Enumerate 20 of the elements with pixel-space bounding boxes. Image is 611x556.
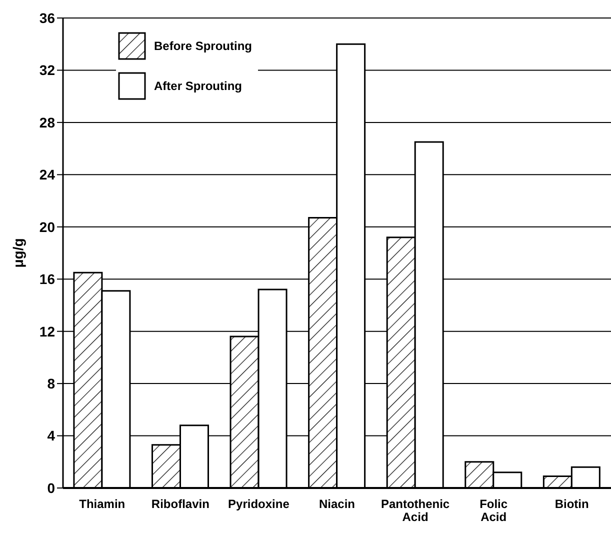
y-tick-label: 32 — [39, 62, 56, 78]
x-tick-label: Folic Acid — [480, 497, 508, 524]
y-tick-label: 36 — [39, 10, 56, 26]
y-tick-label: 28 — [39, 114, 56, 130]
x-tick-label: Pyridoxine — [228, 497, 290, 511]
x-tick-label: Niacin — [318, 497, 356, 511]
x-tick-label: Thiamin — [79, 497, 126, 511]
y-tick-label: 8 — [47, 376, 56, 392]
legend-label: After Sprouting — [154, 79, 242, 93]
y-axis-title: μg/g — [10, 238, 26, 268]
x-tick-label: Pantothenic Acid — [380, 497, 450, 524]
y-tick-label: 20 — [39, 218, 56, 235]
y-tick-label: 24 — [39, 166, 56, 183]
legend-label: Before Sprouting — [154, 39, 252, 53]
x-tick-label: Biotin — [554, 497, 589, 511]
y-tick-label: 16 — [39, 271, 56, 288]
y-tick-label: 12 — [39, 323, 56, 340]
x-tick-label: Riboflavin — [151, 497, 210, 511]
y-tick-label: 4 — [47, 428, 56, 444]
y-tick-label: 0 — [47, 480, 56, 496]
